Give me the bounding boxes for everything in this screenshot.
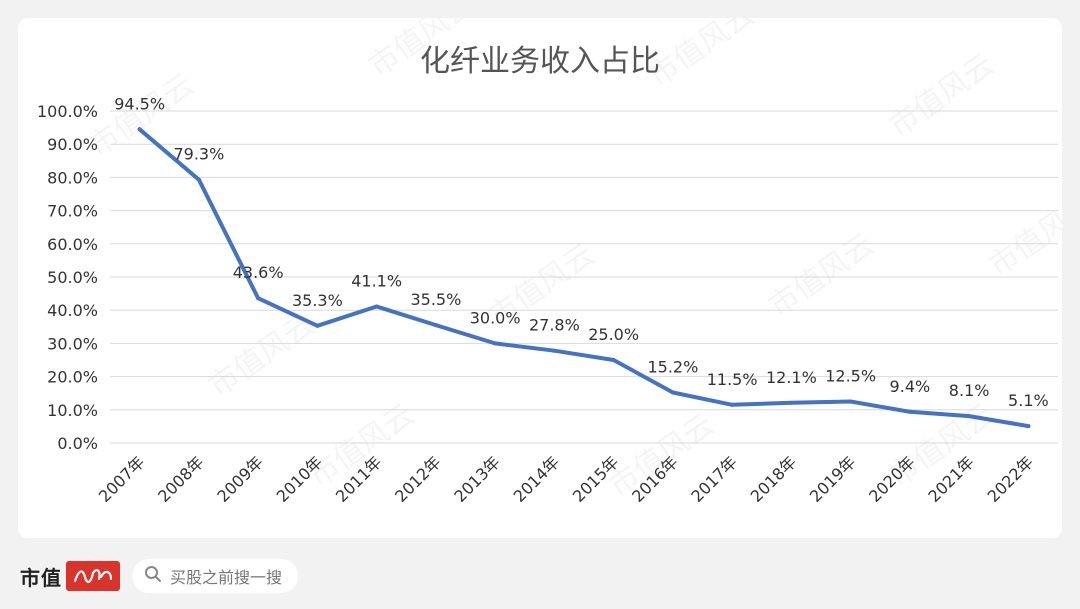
x-tick-label: 2007年 <box>95 452 149 506</box>
x-tick-label: 2018年 <box>747 452 801 506</box>
chart-title: 化纤业务收入占比 <box>420 44 660 79</box>
brand-script-logo-icon <box>66 561 120 591</box>
search-text: 买股之前搜一搜 <box>170 568 283 587</box>
data-label: 35.5% <box>410 290 461 309</box>
y-tick-label: 10.0% <box>47 401 98 420</box>
data-point <box>137 127 142 132</box>
data-label: 43.6% <box>233 263 284 282</box>
x-tick-label: 2012年 <box>391 452 445 506</box>
data-point <box>1026 424 1031 429</box>
y-tick-label: 30.0% <box>47 334 98 353</box>
data-label: 11.5% <box>707 370 758 389</box>
data-point <box>670 390 675 395</box>
y-tick-label: 50.0% <box>47 268 98 287</box>
y-tick-label: 40.0% <box>47 301 98 320</box>
data-point <box>433 323 438 328</box>
data-point <box>730 402 735 407</box>
data-label: 8.1% <box>949 381 990 400</box>
chart-card: 市值风云 市值风云 市值风云 市值风云 市值风云 市值风云 市值风云 市值风云 市值风云 市值风云… <box>18 18 1062 538</box>
x-tick-label: 2009年 <box>213 452 267 506</box>
series-line <box>137 127 1031 429</box>
watermark-text: 市值风云 <box>203 307 321 404</box>
x-tick-label: 2013年 <box>450 452 504 506</box>
data-point <box>493 341 498 346</box>
data-label: 79.3% <box>173 145 224 164</box>
data-point <box>374 304 379 309</box>
x-tick-label: 2008年 <box>154 452 208 506</box>
data-point <box>256 296 261 301</box>
x-axis-tick-labels: 2007年 2008年 2009年 2010年 2011年 2012年 2013年 2014年… <box>95 452 1037 506</box>
y-tick-label: 100.0% <box>37 102 98 121</box>
data-label: 25.0% <box>588 325 639 344</box>
watermark-text: 市值风云 <box>983 187 1062 284</box>
y-tick-label: 80.0% <box>47 168 98 187</box>
brand-name: 市值 <box>20 565 62 590</box>
y-tick-label: 70.0% <box>47 202 98 221</box>
data-label: 41.1% <box>351 272 402 291</box>
x-tick-label: 2019年 <box>806 452 860 506</box>
y-axis-tick-labels: 0.0% 10.0% 20.0% 30.0% 40.0% 50.0% 60.0% 70.0% 8… <box>37 102 98 453</box>
footer-bar: 市值 买股之前搜一搜 <box>20 556 299 596</box>
brand[interactable]: 市值 <box>20 561 120 591</box>
y-tick-label: 60.0% <box>47 235 98 254</box>
search-icon <box>144 565 162 587</box>
x-tick-label: 2017年 <box>687 452 741 506</box>
data-point <box>611 358 616 362</box>
data-label: 30.0% <box>470 308 521 327</box>
data-label: 27.8% <box>529 316 580 335</box>
data-label: 5.1% <box>1008 391 1049 410</box>
y-tick-label: 20.0% <box>47 368 98 387</box>
data-point <box>552 348 557 353</box>
watermark-text: 市值风云 <box>643 18 761 95</box>
data-point <box>196 177 201 182</box>
data-label: 9.4% <box>890 377 931 396</box>
y-tick-label: 90.0% <box>47 135 98 154</box>
data-point <box>907 409 912 414</box>
x-tick-label: 2022年 <box>984 452 1038 506</box>
data-label: 12.1% <box>766 368 817 387</box>
search-box[interactable]: 买股之前搜一搜 <box>132 559 299 593</box>
data-label: 94.5% <box>114 94 165 113</box>
y-tick-label: 0.0% <box>57 434 98 453</box>
data-labels: 94.5% 79.3% 43.6% 35.3% 41.1% 35.5% 30.0% 27.8%… <box>114 94 1049 429</box>
data-point <box>789 400 794 405</box>
watermark-text: 市值风云 <box>883 47 1001 144</box>
data-point <box>315 323 320 328</box>
data-point <box>967 414 972 419</box>
x-tick-label: 2014年 <box>510 452 564 506</box>
data-point <box>848 399 853 404</box>
data-label: 12.5% <box>825 367 876 386</box>
data-label: 35.3% <box>292 291 343 310</box>
data-label: 15.2% <box>647 358 698 377</box>
